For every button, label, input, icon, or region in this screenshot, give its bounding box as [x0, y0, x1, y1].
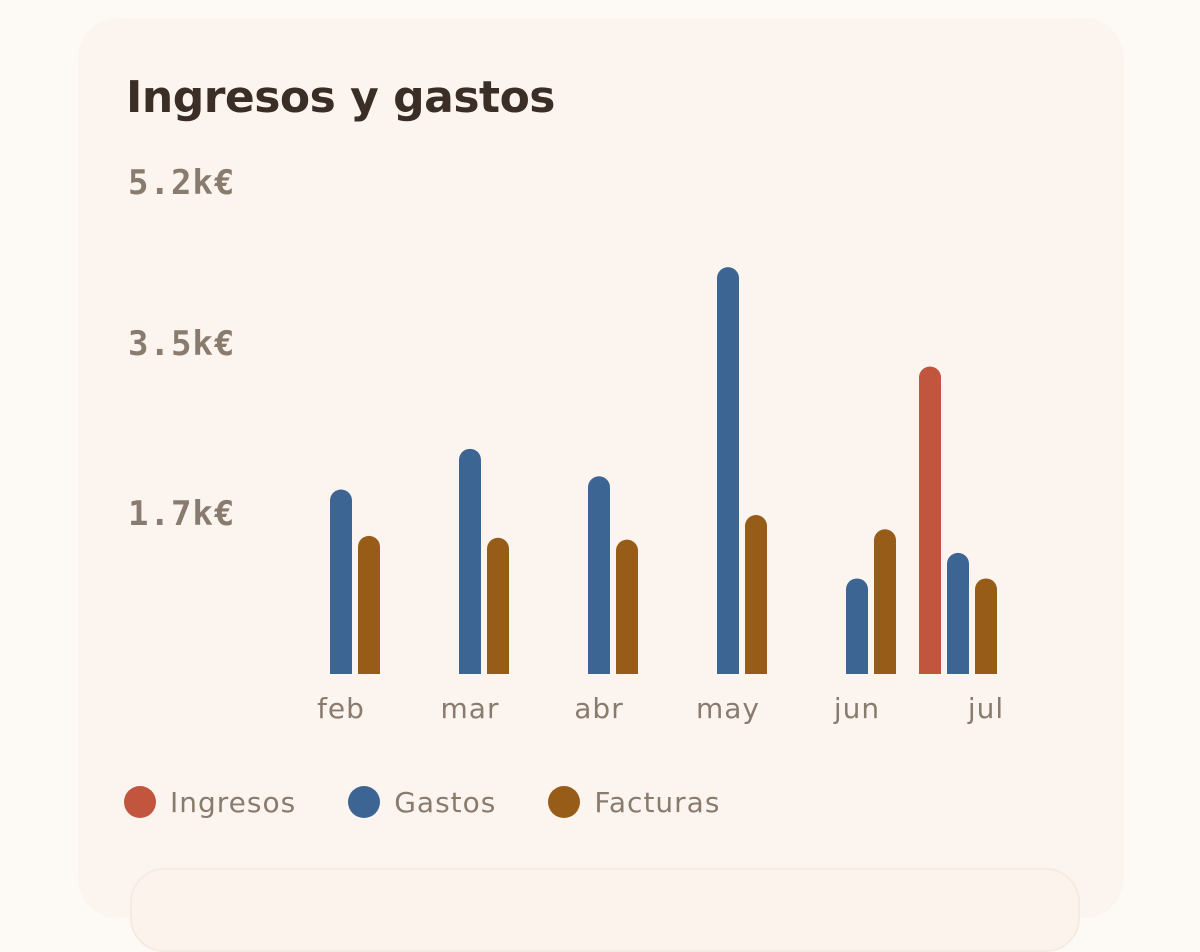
legend-swatch [124, 786, 156, 818]
legend-item-gastos[interactable]: Gastos [348, 786, 496, 819]
legend-label: Gastos [394, 785, 497, 819]
legend-swatch [548, 786, 581, 818]
bar-gastos-abr[interactable] [588, 476, 610, 674]
legend-label: Facturas [594, 785, 721, 819]
chart-title: Ingresos y gastos [126, 72, 556, 123]
bar-facturas-abr[interactable] [616, 539, 638, 674]
bar-facturas-may[interactable] [745, 515, 767, 674]
x-tick-label: jun [833, 692, 880, 725]
bar-facturas-feb[interactable] [358, 535, 380, 674]
x-tick-label: mar [441, 692, 500, 725]
y-tick-label: 3.5k€ [128, 324, 235, 364]
bar-facturas-jun[interactable] [874, 529, 896, 674]
chart-card [78, 18, 1124, 918]
bar-facturas-jul[interactable] [975, 578, 997, 674]
bar-gastos-jun[interactable] [846, 578, 868, 674]
legend-swatch [348, 786, 381, 818]
x-tick-label: jul [967, 692, 1004, 725]
bar-gastos-feb[interactable] [330, 489, 352, 675]
legend-label: Ingresos [170, 785, 297, 819]
bar-chart: 5.2k€ 3.5k€ 1.7k€ feb mar abr may jun jul [128, 163, 1004, 725]
legend-item-facturas[interactable]: Facturas [548, 786, 720, 819]
legend-item-ingresos[interactable]: Ingresos [124, 786, 296, 819]
bar-ingresos-jul[interactable] [919, 366, 941, 674]
x-tick-label: feb [317, 692, 365, 725]
next-card [130, 868, 1080, 952]
y-tick-label: 1.7k€ [128, 494, 235, 534]
bar-gastos-mar[interactable] [459, 448, 481, 674]
y-tick-label: 5.2k€ [128, 163, 235, 203]
x-tick-label: may [696, 692, 760, 725]
chart-legend: Ingresos Gastos Facturas [124, 782, 772, 822]
bar-gastos-may[interactable] [717, 267, 739, 674]
x-tick-label: abr [574, 692, 623, 725]
bar-facturas-mar[interactable] [487, 537, 509, 674]
bar-gastos-jul[interactable] [947, 552, 969, 674]
